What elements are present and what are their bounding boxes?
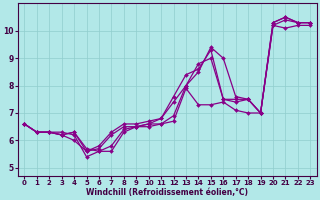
X-axis label: Windchill (Refroidissement éolien,°C): Windchill (Refroidissement éolien,°C): [86, 188, 248, 197]
